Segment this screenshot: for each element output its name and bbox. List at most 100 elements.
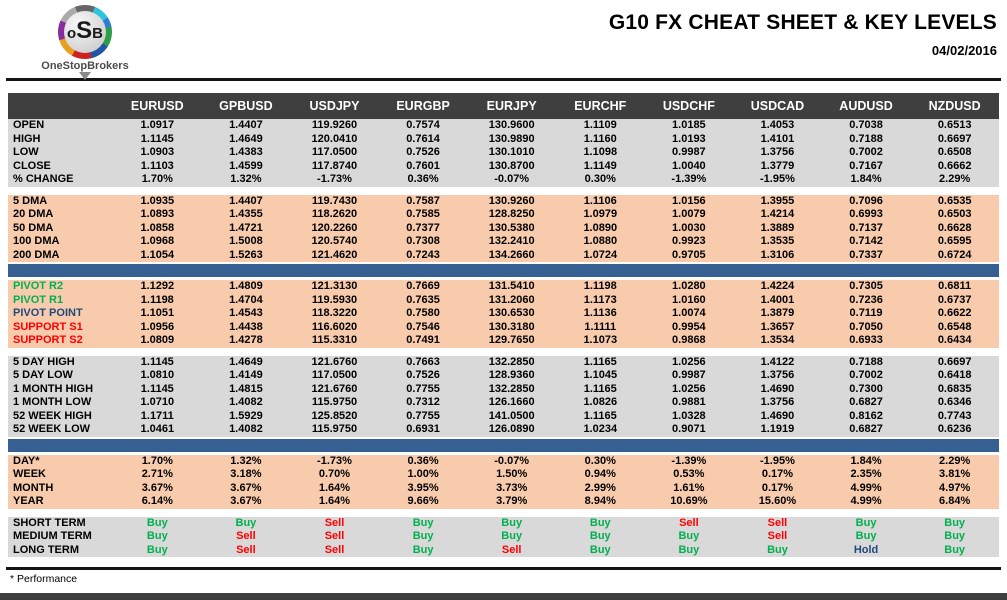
cell-value: 1.3534 <box>760 334 795 346</box>
cell-value: 1.3106 <box>760 248 795 261</box>
table-row: 5 DMA 1.0935 1.4407 119.7430 0.7587 130.9260 1… <box>8 195 999 209</box>
row-label: MONTH <box>13 481 54 494</box>
section-gap <box>8 509 999 517</box>
cell-value: 1.1145 <box>140 355 174 368</box>
cell-value: 1.1145 <box>140 382 174 395</box>
cell-value: 0.7119 <box>849 307 883 319</box>
cell-value: 1.4122 <box>760 355 795 368</box>
cell-value: 6.84% <box>939 495 971 507</box>
table-row: OPEN 1.0917 1.4407 119.9260 0.7574 130.9600 1.… <box>8 119 999 133</box>
cell-value: 1.0193 <box>672 132 706 145</box>
cell-value: 125.8520 <box>311 409 358 422</box>
cell-value: 0.6724 <box>937 248 972 261</box>
cell-value: 0.7243 <box>406 248 440 261</box>
cell-value: 1.4149 <box>229 369 263 381</box>
row-label: 1 MONTH HIGH <box>13 382 94 395</box>
cell-value: 1.0185 <box>672 119 706 131</box>
row-label: PIVOT R2 <box>13 280 64 292</box>
cell-value: 0.7137 <box>849 221 883 234</box>
logo-letter: o <box>66 25 77 42</box>
signal-value: Buy <box>767 543 788 556</box>
cell-value: 0.17% <box>761 468 794 480</box>
header-divider <box>6 78 1001 81</box>
table-row: HIGH 1.1145 1.4649 120.0410 0.7614 130.9890 1.… <box>8 133 999 147</box>
table-row: % CHANGE 1.70% 1.32% -1.73% 0.36% -0.07% 0.30%… <box>8 173 999 187</box>
cell-value: 1.4214 <box>760 208 795 220</box>
cell-value: 130.6530 <box>488 307 535 319</box>
cell-value: 3.67% <box>230 495 262 507</box>
cell-value: 0.6236 <box>937 423 972 435</box>
table-row: 52 WEEK LOW 1.0461 1.4082 115.9750 0.6931 126… <box>8 423 999 437</box>
cell-value: 0.94% <box>584 468 616 480</box>
cell-value: 121.3130 <box>311 280 358 292</box>
cell-value: 0.6595 <box>937 235 972 247</box>
table-row: LONG TERM Buy Sell Sell Buy Sell Buy Buy Buy Hold… <box>8 544 999 558</box>
cell-value: 1.4383 <box>229 146 263 158</box>
cell-value: 1.0956 <box>140 320 175 333</box>
cell-value: 1.3657 <box>760 320 795 333</box>
cell-value: 15.60% <box>758 495 797 507</box>
cell-value: 1.00% <box>407 468 439 480</box>
cell-value: 0.9987 <box>672 369 706 381</box>
cell-value: 1.0890 <box>583 221 618 234</box>
cell-value: 134.2660 <box>488 248 535 261</box>
cell-value: 0.7312 <box>406 396 440 408</box>
page-title: G10 FX CHEAT SHEET & KEY LEVELS <box>608 11 997 34</box>
cell-value: 117.0500 <box>311 146 358 158</box>
cell-value: 120.5740 <box>311 235 358 247</box>
cell-value: 10.69% <box>670 495 708 507</box>
cell-value: 118.3220 <box>311 307 358 319</box>
cell-value: 0.70% <box>318 468 351 480</box>
cell-value: 1.1165 <box>583 409 617 422</box>
section-dma: 5 DMA 1.0935 1.4407 119.7430 0.7587 130.9260 1… <box>8 194 999 262</box>
cell-value: 1.4690 <box>760 409 795 422</box>
cell-value: 0.7526 <box>406 146 440 158</box>
cell-value: 1.1054 <box>140 248 175 261</box>
column-header: USDJPY <box>309 99 360 113</box>
cell-value: 117.0500 <box>311 369 358 381</box>
cell-value: 1.0979 <box>583 208 618 220</box>
cell-value: 0.9923 <box>672 235 706 247</box>
cell-value: 128.8250 <box>488 208 535 220</box>
cell-value: 2.71% <box>141 468 173 480</box>
signal-value: Sell <box>324 543 345 556</box>
logo-letter: B <box>92 25 104 42</box>
performance-footnote: * Performance <box>10 573 78 585</box>
table-row: 20 DMA 1.0893 1.4355 118.2620 0.7585 128.8250… <box>8 208 999 222</box>
table-row: 5 DAY HIGH 1.1145 1.4649 121.6760 0.7663 132.… <box>8 356 999 370</box>
cell-value: -0.07% <box>494 454 530 467</box>
table-row: MEDIUM TERM Buy Sell Sell Buy Buy Buy Buy Sell Bu… <box>8 530 999 544</box>
cell-value: 130.9260 <box>488 194 535 207</box>
cell-value: 1.32% <box>230 173 262 185</box>
cell-value: 1.0030 <box>672 221 706 234</box>
cell-value: 0.7526 <box>406 369 440 381</box>
cell-value: 1.1198 <box>140 293 174 306</box>
cell-value: 0.7585 <box>406 208 440 220</box>
cell-value: 0.7167 <box>849 159 883 172</box>
cell-value: 0.6811 <box>938 280 972 292</box>
cell-value: 130.5380 <box>488 221 535 234</box>
signal-value: Sell <box>679 516 699 529</box>
cell-value: 1.5263 <box>229 248 263 261</box>
cell-value: 1.0724 <box>583 248 618 261</box>
cell-value: 1.3756 <box>760 369 795 381</box>
cell-value: 0.7755 <box>406 409 440 422</box>
cell-value: 130.3180 <box>488 320 535 333</box>
cell-value: 1.0935 <box>140 194 175 207</box>
cell-value: 0.7305 <box>849 280 883 292</box>
table-row: 5 DAY LOW 1.0810 1.4149 117.0500 0.7526 128.9… <box>8 369 999 383</box>
cell-value: 3.79% <box>496 495 528 507</box>
cell-value: 4.99% <box>850 481 882 494</box>
cell-value: 131.5410 <box>488 280 535 292</box>
column-header: NZDUSD <box>928 99 981 113</box>
cell-value: 0.36% <box>407 173 439 185</box>
section-signals: SHORT TERM Buy Buy Sell Buy Buy Buy Sell Sell Buy… <box>8 516 999 558</box>
row-label: SUPPORT S1 <box>13 320 83 333</box>
cell-value: 1.0256 <box>672 382 706 395</box>
row-label: LONG TERM <box>13 543 79 556</box>
signal-value: Buy <box>589 543 611 556</box>
signal-value: Buy <box>146 530 168 542</box>
cell-value: 1.5008 <box>229 235 263 247</box>
cell-value: -1.95% <box>760 454 795 467</box>
cell-value: 1.61% <box>673 481 705 494</box>
